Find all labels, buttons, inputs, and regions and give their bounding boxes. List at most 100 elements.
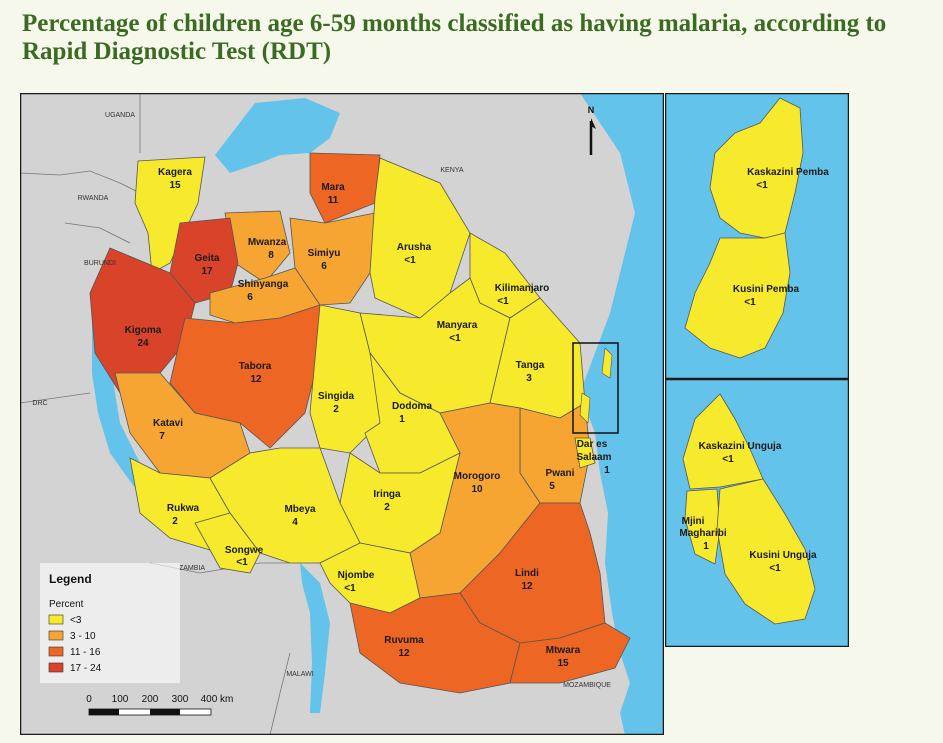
label-tanga-value: 3	[526, 373, 532, 384]
label-kusini-unguja-value: <1	[769, 563, 781, 574]
region-songwe	[194, 512, 261, 574]
label-kilimanjaro-value: <1	[497, 296, 509, 307]
label-kaskazini-unguja-value: <1	[722, 454, 734, 465]
unguja-small	[579, 392, 591, 424]
label-manyara-value: <1	[449, 333, 461, 344]
label-malawi: MALAWI	[286, 671, 313, 678]
label-geita-name: Geita	[194, 253, 219, 264]
legend: Legend Percent <3 3 - 10 11 - 16 17 - 24	[40, 563, 180, 683]
label-mara-value: 11	[328, 195, 339, 206]
label-ruvuma-name: Ruvuma	[384, 635, 424, 646]
region-kagera	[134, 156, 206, 274]
label-simiyu-name: Simiyu	[308, 248, 341, 259]
legend-item-1: 3 - 10	[70, 631, 96, 642]
label-lindi-value: 12	[521, 581, 533, 592]
map-svg: Kagera 15 Mara 11 Mwanza 8 Simiyu 6 Geit…	[19, 92, 665, 736]
label-dar-name2: Salaam	[576, 452, 611, 463]
label-mwanza-name: Mwanza	[248, 237, 287, 248]
scale-bar: 0 100 200 300 400 km	[86, 694, 233, 716]
label-njombe-value: <1	[344, 583, 356, 594]
label-njombe-name: Njombe	[338, 570, 375, 581]
label-katavi-name: Katavi	[153, 418, 183, 429]
label-geita-value: 17	[201, 266, 213, 277]
label-simiyu-value: 6	[321, 261, 327, 272]
label-mjini-value: 1	[703, 541, 709, 552]
label-iringa-name: Iringa	[373, 489, 401, 500]
region-kusini-unguja	[716, 478, 816, 625]
label-katavi-value: 7	[159, 431, 165, 442]
label-ruvuma-value: 12	[398, 648, 410, 659]
label-drc: DRC	[32, 400, 47, 407]
label-rukwa-name: Rukwa	[167, 503, 200, 514]
scale-tick-1: 100	[112, 694, 129, 705]
label-manyara-name: Manyara	[437, 320, 478, 331]
country-labels: UGANDA KENYA RWANDA BURUNDI DRC ZAMBIA M…	[32, 112, 611, 689]
label-singida-value: 2	[333, 404, 339, 415]
zanzibar-inset-box	[572, 342, 619, 434]
pemba-svg: Kaskazini Pemba <1 Kusini Pemba <1	[664, 92, 850, 380]
label-mozambique: MOZAMBIQUE	[563, 682, 611, 689]
legend-swatch-3	[48, 662, 64, 673]
pemba-inset: Kaskazini Pemba <1 Kusini Pemba <1	[664, 92, 850, 380]
label-shinyanga-value: 6	[247, 292, 253, 303]
label-shinyanga-name: Shinyanga	[238, 279, 289, 290]
label-mtwara-name: Mtwara	[546, 645, 581, 656]
page-title: Percentage of children age 6-59 months c…	[22, 10, 887, 65]
label-kagera-name: Kagera	[158, 167, 192, 178]
label-kigoma-name: Kigoma	[125, 325, 162, 336]
label-mtwara-value: 15	[557, 658, 569, 669]
label-kaskazini-unguja-name: Kaskazini Unguja	[699, 441, 782, 452]
label-arusha-name: Arusha	[397, 242, 432, 253]
label-mbeya-value: 4	[292, 517, 298, 528]
label-rukwa-value: 2	[172, 516, 178, 527]
unguja-inset: Kaskazini Unguja <1 Mjini Magharibi 1 Ku…	[664, 378, 850, 648]
scale-tick-3: 300	[172, 694, 189, 705]
label-dar-value: 1	[604, 465, 610, 476]
label-kaskazini-pemba-name: Kaskazini Pemba	[747, 167, 829, 178]
regions	[89, 152, 631, 694]
label-mara-name: Mara	[321, 182, 345, 193]
legend-item-3: 17 - 24	[70, 663, 102, 674]
label-tanga-name: Tanga	[516, 360, 545, 371]
legend-swatch-2	[48, 646, 64, 657]
map-border	[19, 92, 665, 736]
label-mjini-name2: Magharibi	[679, 528, 726, 539]
label-morogoro-value: 10	[471, 484, 483, 495]
label-pwani-name: Pwani	[546, 468, 575, 479]
region-mjini-magharibi	[684, 488, 721, 565]
lake-victoria	[215, 98, 340, 173]
lake-nyasa	[300, 563, 330, 713]
unguja-svg: Kaskazini Unguja <1 Mjini Magharibi 1 Ku…	[664, 378, 850, 648]
indian-ocean	[580, 93, 664, 735]
label-kilimanjaro-name: Kilimanjaro	[495, 283, 549, 294]
legend-swatch-1	[48, 630, 64, 641]
label-mbeya-name: Mbeya	[284, 504, 316, 515]
label-rwanda: RWANDA	[78, 195, 109, 202]
label-kusini-unguja-name: Kusini Unguja	[749, 550, 817, 561]
label-songwe-value: <1	[236, 557, 248, 568]
label-tabora-value: 12	[250, 374, 262, 385]
label-kagera-value: 15	[169, 180, 181, 191]
label-tabora-name: Tabora	[239, 361, 272, 372]
label-uganda: UGANDA	[105, 112, 135, 119]
label-dodoma-value: 1	[399, 414, 405, 425]
label-dodoma-name: Dodoma	[392, 401, 432, 412]
label-pwani-value: 5	[549, 481, 555, 492]
label-kigoma-value: 24	[137, 338, 149, 349]
legend-swatch-0	[48, 614, 64, 625]
label-kusini-pemba-value: <1	[744, 297, 756, 308]
pemba-small	[601, 347, 613, 379]
north-label: N	[588, 105, 595, 115]
label-singida-name: Singida	[318, 391, 355, 402]
region-kusini-pemba	[684, 232, 791, 359]
scale-tick-2: 200	[142, 694, 159, 705]
north-arrow: N	[588, 105, 596, 155]
label-lindi-name: Lindi	[515, 568, 539, 579]
legend-title: Legend	[49, 572, 92, 586]
legend-item-2: 11 - 16	[70, 647, 101, 658]
label-iringa-value: 2	[384, 502, 390, 513]
label-songwe-name: Songwe	[225, 545, 264, 556]
label-zambia: ZAMBIA	[179, 565, 205, 572]
region-mara	[309, 152, 381, 224]
label-kaskazini-pemba-value: <1	[756, 180, 768, 191]
